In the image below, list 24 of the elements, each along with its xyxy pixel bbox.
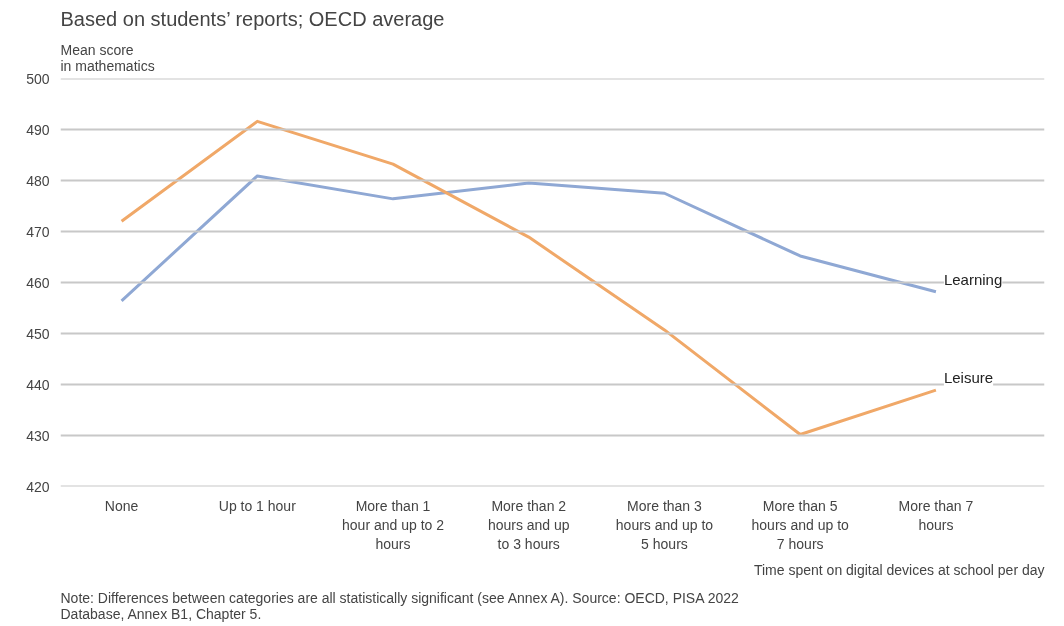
x-tick-label: More than 1 hour and up to 2 hours xyxy=(342,497,445,552)
x-tick-label: More than 2 hours and up to 3 hours xyxy=(487,497,570,552)
x-tick-label: More than 3 hours and up to 5 hours xyxy=(615,497,714,552)
text: Note: Differences between categories are all statistically significant (see Annex A). Source: OECD, PISA 2022 Database, Annex B1, Chapter 5. xyxy=(60,589,740,622)
y-tick-label: 490 xyxy=(26,121,50,138)
y-tick-label: 480 xyxy=(26,172,50,189)
y-tick-label: 440 xyxy=(26,376,50,393)
y-tick-label: 460 xyxy=(26,274,50,291)
x-axis-title: Time spent on digital devices at school per day xyxy=(753,561,1045,578)
y-axis-title: Mean score in mathematics xyxy=(60,41,155,74)
series-label: Leisure xyxy=(943,369,994,387)
y-tick-label: 450 xyxy=(26,325,50,342)
y-tick-label: 500 xyxy=(26,70,50,87)
y-tick-label: 470 xyxy=(26,223,50,240)
y-tick-label: 420 xyxy=(26,478,50,495)
x-tick-label: More than 7 hours xyxy=(898,497,974,533)
line-series xyxy=(120,174,938,303)
x-tick-label: Up to 1 hour xyxy=(218,497,297,514)
y-tick-label: 430 xyxy=(26,427,50,444)
x-tick-label: More than 5 hours and up to 7 hours xyxy=(751,497,850,552)
x-tick-label: None xyxy=(104,497,139,514)
line-series xyxy=(120,119,938,436)
chart-title: Based on students’ reports; OECD average xyxy=(60,7,445,30)
series-label: Learning xyxy=(943,270,1003,288)
